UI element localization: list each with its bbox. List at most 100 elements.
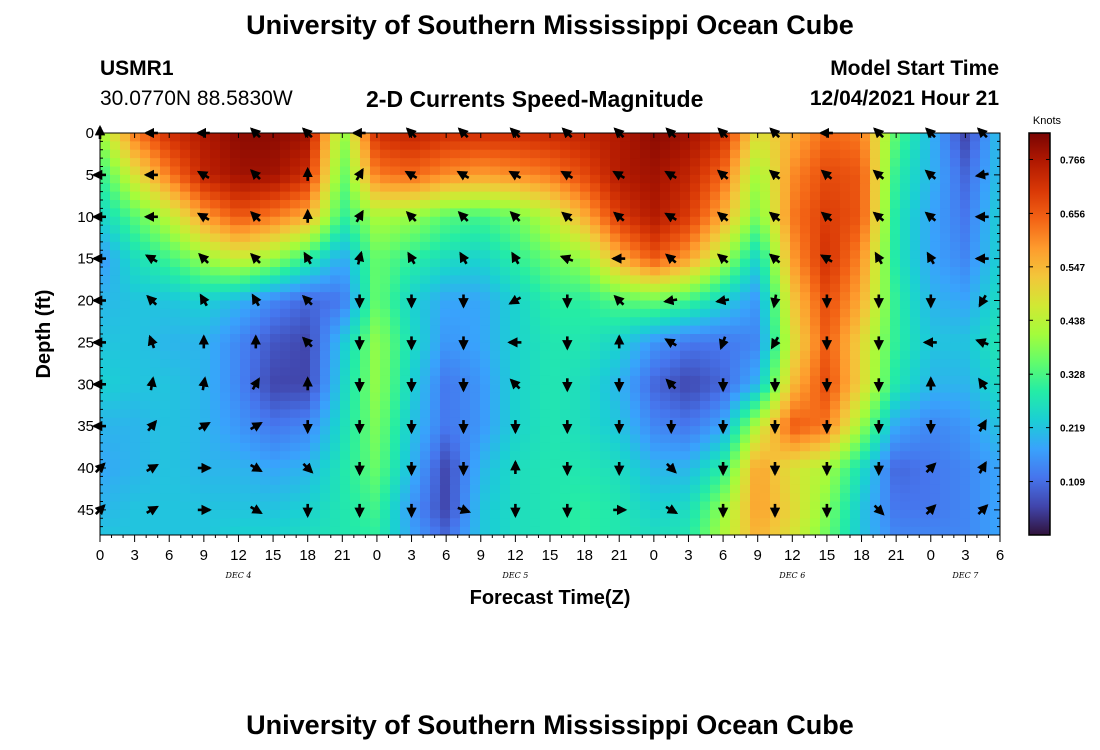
heatmap-cell xyxy=(710,342,721,352)
heatmap-cell xyxy=(540,258,551,268)
heatmap-cell xyxy=(400,350,411,360)
current-arrow-icon xyxy=(354,250,365,265)
heatmap-cell xyxy=(840,476,851,486)
current-arrow-icon xyxy=(664,170,677,181)
heatmap-cell xyxy=(140,133,151,142)
heatmap-cell xyxy=(280,334,291,343)
heatmap-cell xyxy=(390,191,401,201)
heatmap-cell xyxy=(100,133,111,142)
heatmap-cell xyxy=(930,283,941,293)
heatmap-cell xyxy=(120,468,131,477)
heatmap-cell xyxy=(840,451,851,461)
heatmap-cell xyxy=(230,468,241,477)
heatmap-cell xyxy=(340,417,351,427)
heatmap-cell xyxy=(730,183,741,193)
heatmap-cell xyxy=(520,334,531,343)
heatmap-cell xyxy=(910,300,921,310)
heatmap-cell xyxy=(910,308,921,318)
heatmap-cell xyxy=(870,367,881,377)
current-arrow-icon xyxy=(977,419,987,432)
heatmap-cell xyxy=(830,317,841,327)
heatmap-cell xyxy=(950,451,961,461)
heatmap-cell xyxy=(240,225,251,235)
heatmap-cell xyxy=(140,275,151,285)
colorbar-tick-label: 0.328 xyxy=(1060,370,1085,381)
heatmap-cell xyxy=(790,317,801,327)
heatmap-cell xyxy=(780,225,791,235)
heatmap-cell xyxy=(880,409,891,419)
heatmap-cell xyxy=(240,325,251,335)
heatmap-cell xyxy=(300,384,311,394)
heatmap-cell xyxy=(310,208,321,218)
heatmap-cell xyxy=(570,509,581,519)
heatmap-cell xyxy=(690,216,701,226)
heatmap-cell xyxy=(490,300,501,310)
heatmap-cell xyxy=(970,459,981,469)
heatmap-cell xyxy=(460,476,471,486)
heatmap-cell xyxy=(450,133,461,142)
heatmap-cell xyxy=(440,417,451,427)
heatmap-cell xyxy=(630,342,641,352)
heatmap-cell xyxy=(740,183,751,193)
heatmap-cell xyxy=(240,359,251,369)
heatmap-cell xyxy=(750,317,761,327)
heatmap-cell xyxy=(870,409,881,419)
current-arrow-icon xyxy=(872,211,885,223)
heatmap-cell xyxy=(460,451,471,461)
heatmap-cell xyxy=(190,518,201,528)
heatmap-cell xyxy=(390,334,401,343)
heatmap-cell xyxy=(780,401,791,410)
heatmap-cell xyxy=(130,317,141,327)
heatmap-cell xyxy=(840,158,851,168)
heatmap-cell xyxy=(120,417,131,427)
heatmap-cell xyxy=(140,158,151,168)
heatmap-cell xyxy=(440,451,451,461)
heatmap-cell xyxy=(240,133,251,142)
heatmap-cell xyxy=(750,149,761,159)
heatmap-cell xyxy=(730,292,741,302)
heatmap-cell xyxy=(730,384,741,394)
heatmap-cell xyxy=(690,191,701,201)
heatmap-cell xyxy=(600,250,611,260)
heatmap-cell xyxy=(970,317,981,327)
heatmap-cell xyxy=(760,409,771,419)
heatmap-cell xyxy=(380,233,391,243)
heatmap-cell xyxy=(660,484,671,494)
heatmap-cell xyxy=(250,149,261,159)
heatmap-cell xyxy=(130,359,141,369)
heatmap-cell xyxy=(880,459,891,469)
heatmap-cell xyxy=(340,241,351,251)
heatmap-cell xyxy=(340,468,351,477)
heatmap-cell xyxy=(900,367,911,377)
heatmap-cell xyxy=(140,342,151,352)
heatmap-cell xyxy=(170,518,181,528)
heatmap-cell xyxy=(280,359,291,369)
heatmap-cell xyxy=(300,174,311,184)
heatmap-cell xyxy=(480,141,491,151)
heatmap-cell xyxy=(250,526,261,535)
heatmap-cell xyxy=(710,174,721,184)
heatmap-cell xyxy=(600,384,611,394)
heatmap-cell xyxy=(180,308,191,318)
heatmap-cell xyxy=(620,342,631,352)
heatmap-cell xyxy=(540,317,551,327)
heatmap-cell xyxy=(990,484,1000,494)
heatmap-cell xyxy=(760,426,771,436)
heatmap-cell xyxy=(940,250,951,260)
heatmap-cell xyxy=(200,434,211,444)
heatmap-cell xyxy=(130,174,141,184)
heatmap-cell xyxy=(830,350,841,360)
heatmap-cell xyxy=(230,141,241,151)
heatmap-cell xyxy=(900,133,911,142)
heatmap-cell xyxy=(180,518,191,528)
heatmap-cell xyxy=(920,183,931,193)
heatmap-cell xyxy=(360,359,371,369)
heatmap-cell xyxy=(720,459,731,469)
heatmap-cell xyxy=(900,501,911,511)
heatmap-cell xyxy=(430,133,441,142)
heatmap-cell xyxy=(280,225,291,235)
heatmap-cell xyxy=(330,325,341,335)
heatmap-cell xyxy=(190,350,201,360)
heatmap-cell xyxy=(690,208,701,218)
heatmap-cell xyxy=(510,241,521,251)
